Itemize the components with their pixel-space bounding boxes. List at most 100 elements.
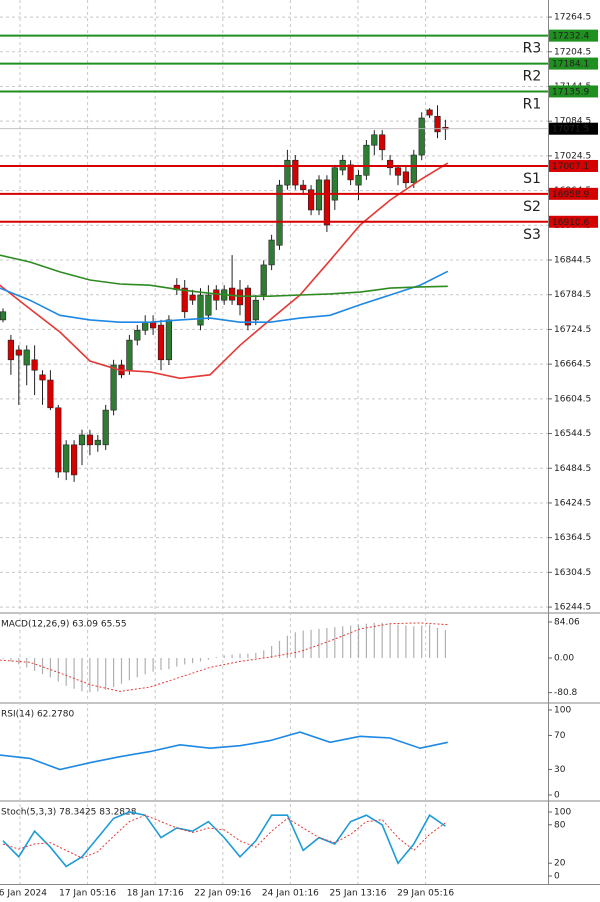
candle-body (410, 154, 417, 184)
candle-body (307, 189, 315, 211)
x-tick-label: 16 Jan 2024 (0, 889, 47, 899)
candle-body (355, 174, 362, 186)
y-tick-label: 16244.5 (554, 603, 591, 613)
moving-average (0, 162, 449, 380)
level-name: S2 (523, 199, 541, 215)
candle-body (189, 294, 196, 301)
level-name: S1 (523, 171, 541, 187)
y-tick-label: 16664.5 (554, 360, 591, 370)
y-tick-label: 17084.5 (554, 117, 591, 127)
candle-body (15, 349, 22, 356)
indicator-line (0, 731, 448, 771)
candle-body (434, 115, 441, 133)
y-tick-label: 20 (554, 859, 566, 869)
candle-body (205, 294, 212, 316)
y-tick-label: 100 (554, 807, 571, 817)
candle-body (39, 374, 46, 381)
candle-body (229, 287, 236, 301)
candle-body (394, 167, 402, 176)
x-tick-label: 25 Jan 13:16 (330, 889, 387, 899)
x-tick-label: 18 Jan 17:16 (127, 889, 184, 899)
level-name: R3 (523, 41, 542, 57)
y-tick-label: 16844.5 (554, 256, 591, 266)
y-tick-label: 16484.5 (554, 464, 591, 474)
candle-body (418, 117, 425, 156)
candle-body (134, 329, 141, 341)
y-tick-label: 16424.5 (554, 498, 591, 508)
candle-body (55, 407, 62, 473)
candle-body (292, 159, 299, 186)
y-tick-label: 17264.5 (554, 13, 591, 23)
last-price-box (549, 122, 598, 135)
candle-body (371, 134, 378, 146)
y-tick-label: 16544.5 (554, 429, 591, 439)
moving-average (0, 270, 449, 324)
candle-body (244, 287, 252, 326)
level-name: R2 (523, 69, 542, 85)
candle-body (331, 167, 338, 201)
x-tick-label: 22 Jan 09:16 (194, 889, 251, 899)
candle-body (284, 159, 291, 186)
y-tick-label: 84.06 (554, 617, 580, 627)
candle-body (402, 171, 410, 184)
candle-body (276, 184, 283, 246)
level-box (549, 85, 598, 98)
candle-body (260, 264, 267, 296)
candle-body (126, 339, 133, 371)
y-tick-label: 0.00 (554, 654, 574, 664)
y-tick-label: 100 (554, 705, 571, 715)
y-tick-label: 17204.5 (554, 47, 591, 57)
indicator-line (2, 814, 446, 859)
candle-body (31, 359, 38, 371)
candle-body (86, 434, 93, 446)
candle-body (386, 159, 394, 169)
candle-body (426, 109, 433, 116)
candle-body (347, 164, 354, 181)
y-tick-label: 0 (554, 790, 560, 800)
level-box (549, 187, 598, 200)
last-price: 17071.5 (552, 125, 589, 135)
level-value: 16910.6 (552, 218, 589, 228)
signal-line (0, 622, 448, 692)
candle-body (110, 364, 117, 411)
level-name: R1 (523, 96, 542, 112)
candle-body (78, 434, 86, 446)
candle-body (323, 179, 331, 226)
level-box (549, 57, 598, 70)
y-tick-label: 80 (554, 820, 566, 830)
y-tick-label: 70 (554, 731, 566, 741)
candle-body (315, 179, 323, 211)
level-value: 17007.1 (552, 162, 589, 172)
candle-body (268, 239, 275, 266)
level-name: S3 (523, 227, 541, 243)
y-tick-label: 16364.5 (554, 533, 591, 543)
candle-body (150, 321, 157, 329)
candle-body (197, 294, 204, 326)
candle-body (94, 439, 101, 446)
level-box (549, 159, 598, 172)
y-tick-label: 16784.5 (554, 290, 591, 300)
candle-body (7, 339, 15, 361)
candle-body (213, 289, 220, 301)
level-value: 16958.9 (552, 190, 589, 200)
candle-body (300, 184, 307, 191)
candle-body (47, 379, 54, 409)
y-tick-label: 17024.5 (554, 151, 591, 161)
y-tick-label: 30 (554, 765, 566, 775)
candle-body (236, 289, 244, 306)
candle-body (63, 444, 70, 473)
moving-average (0, 254, 448, 298)
y-tick-label: 16304.5 (554, 568, 591, 578)
level-box (549, 215, 598, 228)
candle-body (102, 409, 109, 446)
panel-title: Stoch(5,3,3) 78.3425 83.2828 (1, 808, 137, 818)
candle-body (379, 134, 386, 151)
candle-body (0, 311, 7, 321)
candle-body (71, 444, 78, 476)
candle-body (363, 144, 370, 176)
level-value: 17184.1 (552, 60, 589, 70)
candle-body (165, 319, 173, 361)
level-value: 17135.9 (552, 87, 589, 97)
